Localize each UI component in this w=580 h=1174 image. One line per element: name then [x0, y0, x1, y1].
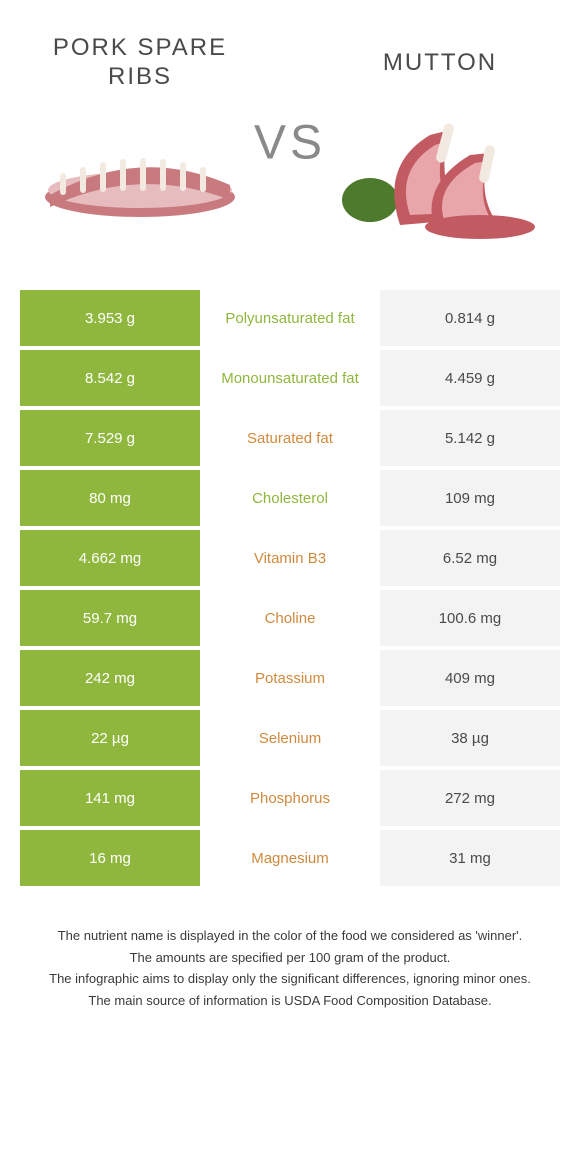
- table-row: 8.542 gMonounsaturated fat4.459 g: [20, 350, 560, 406]
- footer-line-4: The main source of information is USDA F…: [30, 991, 550, 1011]
- left-value-cell: 59.7 mg: [20, 590, 200, 646]
- right-value-cell: 100.6 mg: [380, 590, 560, 646]
- nutrient-label-cell: Polyunsaturated fat: [200, 290, 380, 346]
- table-row: 80 mgCholesterol109 mg: [20, 470, 560, 526]
- left-value-cell: 141 mg: [20, 770, 200, 826]
- table-row: 242 mgPotassium409 mg: [20, 650, 560, 706]
- nutrient-comparison-table: 3.953 gPolyunsaturated fat0.814 g8.542 g…: [20, 290, 560, 886]
- table-row: 7.529 gSaturated fat5.142 g: [20, 410, 560, 466]
- table-row: 4.662 mgVitamin B36.52 mg: [20, 530, 560, 586]
- right-value-cell: 38 µg: [380, 710, 560, 766]
- nutrient-label-cell: Choline: [200, 590, 380, 646]
- table-row: 59.7 mgCholine100.6 mg: [20, 590, 560, 646]
- table-row: 22 µgSelenium38 µg: [20, 710, 560, 766]
- nutrient-label-cell: Magnesium: [200, 830, 380, 886]
- right-food-title: Mutton: [383, 33, 497, 93]
- pork-ribs-icon: [40, 115, 240, 235]
- nutrient-label-cell: Vitamin B3: [200, 530, 380, 586]
- mutton-icon: [340, 105, 540, 245]
- left-value-cell: 22 µg: [20, 710, 200, 766]
- nutrient-label-cell: Potassium: [200, 650, 380, 706]
- left-food-image: [40, 105, 240, 245]
- nutrient-label-cell: Phosphorus: [200, 770, 380, 826]
- right-value-cell: 6.52 mg: [380, 530, 560, 586]
- nutrient-label-cell: Monounsaturated fat: [200, 350, 380, 406]
- left-value-cell: 7.529 g: [20, 410, 200, 466]
- nutrient-label-cell: Selenium: [200, 710, 380, 766]
- left-food-column: Pork spare ribs: [30, 33, 250, 245]
- vs-label: VS: [254, 116, 326, 171]
- footer-line-3: The infographic aims to display only the…: [30, 969, 550, 989]
- footer-line-2: The amounts are specified per 100 gram o…: [30, 948, 550, 968]
- table-row: 141 mgPhosphorus272 mg: [20, 770, 560, 826]
- footer-notes: The nutrient name is displayed in the co…: [30, 926, 550, 1010]
- left-value-cell: 242 mg: [20, 650, 200, 706]
- left-value-cell: 16 mg: [20, 830, 200, 886]
- nutrient-label-cell: Cholesterol: [200, 470, 380, 526]
- footer-line-1: The nutrient name is displayed in the co…: [30, 926, 550, 946]
- left-food-title: Pork spare ribs: [30, 33, 250, 93]
- right-value-cell: 272 mg: [380, 770, 560, 826]
- right-food-image: [340, 105, 540, 245]
- left-value-cell: 3.953 g: [20, 290, 200, 346]
- comparison-header: Pork spare ribs VS Mutton: [0, 0, 580, 260]
- right-value-cell: 409 mg: [380, 650, 560, 706]
- right-value-cell: 0.814 g: [380, 290, 560, 346]
- right-value-cell: 109 mg: [380, 470, 560, 526]
- nutrient-label-cell: Saturated fat: [200, 410, 380, 466]
- table-row: 3.953 gPolyunsaturated fat0.814 g: [20, 290, 560, 346]
- left-value-cell: 8.542 g: [20, 350, 200, 406]
- right-value-cell: 4.459 g: [380, 350, 560, 406]
- left-value-cell: 80 mg: [20, 470, 200, 526]
- table-row: 16 mgMagnesium31 mg: [20, 830, 560, 886]
- right-value-cell: 5.142 g: [380, 410, 560, 466]
- left-value-cell: 4.662 mg: [20, 530, 200, 586]
- right-food-column: Mutton: [330, 33, 550, 245]
- right-value-cell: 31 mg: [380, 830, 560, 886]
